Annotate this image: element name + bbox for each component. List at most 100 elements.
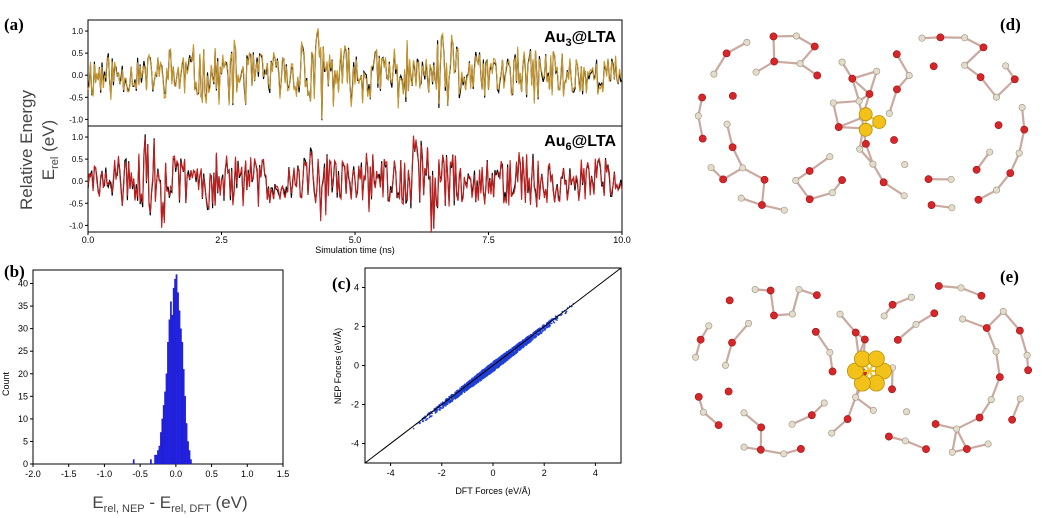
scatter-point — [505, 356, 508, 358]
scatter-point — [427, 413, 430, 415]
scatter-point — [498, 362, 500, 364]
bond — [868, 70, 878, 95]
scatter-point — [526, 340, 529, 342]
scatter-point — [542, 330, 544, 332]
scatter-point — [517, 343, 519, 345]
oxygen-atom — [1015, 326, 1024, 335]
scatter-point — [456, 395, 458, 397]
scatter-point — [450, 400, 452, 402]
histogram-ylabel: Count — [1, 372, 11, 397]
scatter-point — [455, 393, 458, 395]
scatter-point — [495, 358, 498, 361]
scatter-point — [501, 354, 503, 357]
scatter-point — [463, 390, 466, 392]
scatter-point — [477, 378, 479, 380]
scatter-point — [426, 413, 429, 415]
oxygen-atom — [843, 415, 852, 423]
scatter-point — [428, 412, 430, 414]
scatter-point — [423, 417, 425, 420]
oxygen-atom — [848, 74, 857, 83]
scatter-point — [482, 377, 485, 380]
scatter-point — [494, 365, 497, 368]
histogram-bar — [132, 459, 135, 465]
oxygen-atom — [760, 175, 769, 184]
scatter-point — [440, 403, 443, 405]
scatter-point — [480, 378, 482, 380]
y-tick-label: 15 — [18, 391, 28, 401]
gold-atom — [853, 350, 871, 368]
silicon-atom — [1002, 62, 1010, 70]
scatter-point — [517, 348, 519, 351]
scatter-point — [547, 323, 550, 326]
oxygen-atom — [1006, 169, 1015, 178]
scatter-point — [544, 328, 546, 330]
scatter-point — [484, 374, 487, 376]
silicon-atom — [826, 348, 834, 356]
scatter-point — [480, 379, 482, 381]
scatter-point — [499, 363, 501, 365]
scatter-point — [532, 332, 534, 335]
scatter-point — [518, 342, 521, 344]
oxygen-atom — [694, 392, 703, 401]
oxygen-atom — [922, 445, 930, 454]
scatter-point — [486, 370, 489, 373]
scatter-point — [514, 350, 517, 353]
scatter-point — [566, 307, 569, 309]
histogram-bar — [158, 445, 161, 465]
scatter-point — [469, 385, 472, 387]
x-tick-label: 0.5 — [205, 469, 218, 479]
scatter-point — [543, 329, 545, 331]
scatter-point — [534, 331, 536, 333]
scatter-point — [501, 360, 503, 362]
oxygen-atom — [811, 327, 820, 336]
oxygen-atom — [975, 413, 984, 422]
scatter-point — [546, 322, 549, 324]
scatter-point — [481, 376, 483, 378]
histogram-bar — [175, 274, 178, 465]
scatter-point — [528, 341, 530, 343]
scatter-point — [479, 377, 481, 380]
scatter-point — [488, 371, 490, 373]
scatter-point — [525, 340, 528, 343]
histogram-bar — [149, 459, 152, 465]
scatter-point — [433, 410, 436, 412]
scatter-point — [552, 321, 555, 323]
scatter-point — [484, 375, 487, 377]
scatter-point — [535, 333, 537, 335]
scatter-point — [542, 324, 544, 327]
scatter-point — [498, 357, 501, 359]
scatter-point — [503, 354, 506, 357]
bond — [726, 123, 734, 148]
scatter-point — [480, 370, 483, 372]
oxygen-atom — [892, 50, 901, 59]
scatter-point — [536, 333, 539, 335]
scatter-point — [451, 399, 453, 401]
bond — [1018, 129, 1026, 154]
histogram-bar — [181, 342, 184, 465]
bond — [979, 76, 998, 98]
scatter-point — [509, 356, 511, 358]
silicon-atom — [692, 353, 700, 361]
scatter-point — [428, 416, 431, 419]
scatter-point — [554, 315, 557, 317]
scatter-point — [498, 365, 500, 368]
scatter-point — [513, 352, 515, 355]
histogram-bar — [162, 405, 165, 465]
scatter-point — [475, 378, 478, 380]
scatter-point — [479, 379, 481, 381]
scatter-point — [521, 340, 523, 342]
scatter-point — [512, 351, 515, 353]
scatter-point — [483, 368, 486, 370]
y-tick-label: -1.0 — [69, 115, 83, 124]
scatter-point — [484, 374, 486, 376]
oxygen-atom — [851, 328, 860, 337]
y-tick-label: -2 — [351, 400, 359, 410]
silicon-atom — [792, 32, 800, 40]
scatter-point — [485, 374, 488, 376]
scatter-point — [438, 404, 441, 406]
silicon-atom — [901, 161, 909, 169]
scatter-point — [448, 402, 451, 404]
x-tick-label: 0 — [490, 468, 495, 478]
scatter-point — [513, 354, 515, 356]
scatter-point — [452, 397, 454, 399]
